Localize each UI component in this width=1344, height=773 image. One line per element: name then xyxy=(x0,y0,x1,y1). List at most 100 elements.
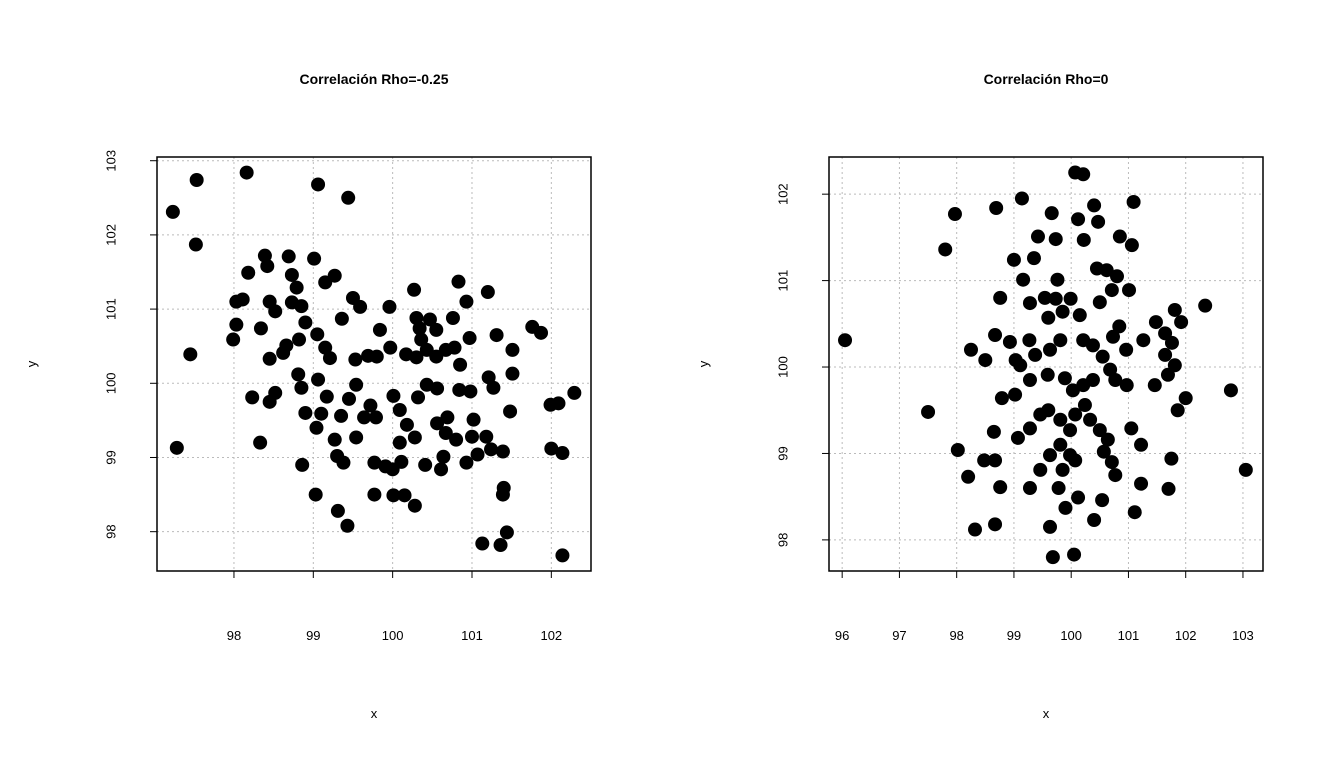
point xyxy=(1147,378,1162,393)
x-tick-label: 99 xyxy=(1007,628,1021,643)
point xyxy=(1053,437,1068,452)
point xyxy=(1104,455,1119,470)
point xyxy=(372,322,387,337)
point xyxy=(422,312,437,327)
x-tick-label: 103 xyxy=(1232,628,1254,643)
point xyxy=(1076,167,1091,182)
point xyxy=(330,503,345,518)
point xyxy=(295,457,310,472)
y-tick-label: 103 xyxy=(103,150,118,172)
point xyxy=(1119,378,1134,393)
point xyxy=(253,321,268,336)
point xyxy=(499,525,514,540)
point xyxy=(334,408,349,423)
x-tick-label: 99 xyxy=(306,628,320,643)
point xyxy=(495,444,510,459)
point xyxy=(493,538,508,553)
point xyxy=(311,372,326,387)
point xyxy=(1022,296,1037,311)
point xyxy=(1043,519,1058,534)
x-tick-label: 97 xyxy=(892,628,906,643)
point xyxy=(318,340,333,355)
point xyxy=(988,453,1003,468)
point xyxy=(1124,421,1139,436)
point xyxy=(1028,347,1043,362)
point xyxy=(188,237,203,252)
y-tick-label: 100 xyxy=(775,356,790,378)
point xyxy=(994,391,1009,406)
point xyxy=(1076,232,1091,247)
point xyxy=(921,404,936,419)
point xyxy=(1037,290,1052,305)
point xyxy=(449,432,464,447)
point xyxy=(1040,367,1055,382)
point xyxy=(268,385,283,400)
point xyxy=(544,441,559,456)
point xyxy=(555,548,570,563)
point xyxy=(1057,371,1072,386)
point xyxy=(349,377,364,392)
point xyxy=(183,347,198,362)
chart-title: Correlación Rho=0 xyxy=(984,71,1109,87)
point xyxy=(1124,238,1139,253)
point xyxy=(1068,407,1083,422)
y-tick-label: 99 xyxy=(775,446,790,460)
point xyxy=(1134,476,1149,491)
point xyxy=(1109,269,1124,284)
point xyxy=(1119,342,1134,357)
point xyxy=(1022,372,1037,387)
point xyxy=(434,462,449,477)
point xyxy=(308,487,323,502)
y-tick-label: 101 xyxy=(775,270,790,292)
point xyxy=(1096,444,1111,459)
point xyxy=(1178,391,1193,406)
point xyxy=(1050,272,1065,287)
point xyxy=(1041,403,1056,418)
point xyxy=(1127,505,1142,520)
point xyxy=(342,391,357,406)
point xyxy=(1072,308,1087,323)
point xyxy=(1160,367,1175,382)
point xyxy=(505,366,520,381)
x-axis-label: x xyxy=(371,706,378,721)
point xyxy=(947,207,962,222)
point xyxy=(1053,333,1068,348)
point xyxy=(310,327,325,342)
point xyxy=(411,390,426,405)
x-tick-label: 100 xyxy=(382,628,404,643)
point xyxy=(555,446,570,461)
point xyxy=(1092,295,1107,310)
point xyxy=(1045,550,1060,565)
point xyxy=(1091,214,1106,229)
point xyxy=(1085,338,1100,353)
point xyxy=(1010,430,1025,445)
point xyxy=(1076,378,1091,393)
point xyxy=(567,385,582,400)
point xyxy=(369,349,384,364)
x-tick-label: 98 xyxy=(227,628,241,643)
point xyxy=(314,406,329,421)
point xyxy=(993,290,1008,305)
point xyxy=(1043,342,1058,357)
point xyxy=(229,317,244,332)
point xyxy=(1161,481,1176,496)
x-tick-label: 96 xyxy=(835,628,849,643)
y-tick-label: 101 xyxy=(103,298,118,320)
point xyxy=(319,389,334,404)
point xyxy=(1164,335,1179,350)
point xyxy=(309,420,324,435)
y-axis-label: y xyxy=(696,360,711,367)
point xyxy=(489,328,504,343)
y-tick-label: 102 xyxy=(775,183,790,205)
point xyxy=(1016,272,1031,287)
point xyxy=(1148,315,1163,330)
point xyxy=(1065,383,1080,398)
point xyxy=(399,417,414,432)
point xyxy=(978,353,993,368)
point xyxy=(950,442,965,457)
point xyxy=(429,322,444,337)
point xyxy=(938,242,953,257)
x-tick-label: 101 xyxy=(461,628,483,643)
point xyxy=(988,328,1003,343)
